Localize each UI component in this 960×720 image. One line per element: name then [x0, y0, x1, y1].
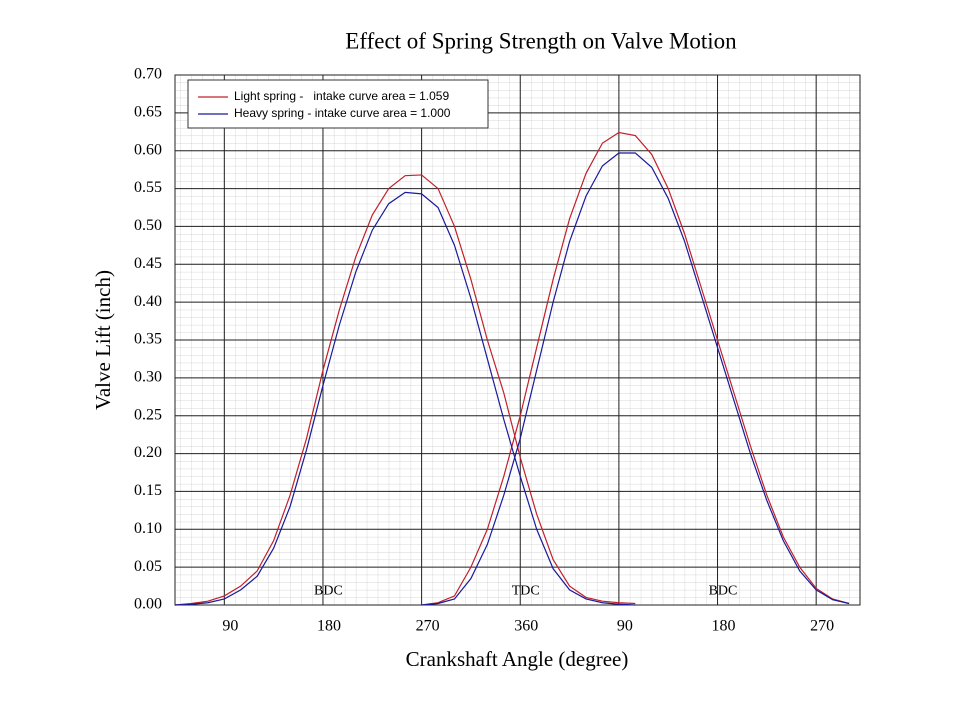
y-tick-label: 0.15 — [134, 482, 162, 499]
legend-box — [187, 79, 489, 129]
x-axis-label: Crankshaft Angle (degree) — [406, 647, 629, 671]
grid — [174, 74, 861, 606]
y-tick-label: 0.35 — [134, 331, 162, 348]
x-tick-label: 180 — [317, 618, 341, 635]
y-tick-label: 0.30 — [134, 369, 162, 386]
y-tick-label: 0.40 — [134, 293, 162, 310]
x-tick-label: 90 — [222, 618, 238, 635]
x-tick-label: 90 — [617, 618, 633, 635]
annotation: TDC — [512, 584, 540, 599]
series-line — [174, 191, 636, 606]
y-tick-label: 0.25 — [134, 406, 162, 423]
annotation: BDC — [314, 584, 343, 599]
y-axis-label: Valve Lift (inch) — [91, 270, 115, 410]
y-tick-label: 0.10 — [134, 520, 162, 537]
annotation: BDC — [709, 584, 738, 599]
y-tick-label: 0.55 — [134, 179, 162, 196]
y-tick-label: 0.65 — [134, 104, 162, 121]
series-line — [421, 152, 850, 606]
y-tick-label: 0.05 — [134, 558, 162, 575]
legend-label: Heavy spring - intake curve area = 1.000 — [234, 106, 451, 120]
y-tick-label: 0.70 — [134, 66, 162, 83]
x-tick-label: 270 — [416, 618, 440, 635]
x-tick-label: 180 — [712, 618, 736, 635]
chart-title: Effect of Spring Strength on Valve Motio… — [345, 28, 737, 53]
plot-frame — [174, 74, 861, 606]
legend: Light spring - intake curve area = 1.059… — [187, 79, 489, 129]
series-line — [421, 131, 850, 606]
y-tick-label: 0.60 — [134, 141, 162, 158]
y-tick-label: 0.45 — [134, 255, 162, 272]
series-line — [174, 174, 636, 606]
y-tick-label: 0.50 — [134, 217, 162, 234]
x-tick-label: 270 — [810, 618, 834, 635]
legend-label: Light spring - intake curve area = 1.059 — [234, 89, 449, 103]
labels: 0.00 0.05 0.10 0.15 0.20 0.25 0.30 0.35 0.40 0.45… — [134, 66, 834, 635]
x-tick-label: 360 — [514, 618, 538, 635]
y-tick-label: 0.00 — [134, 596, 162, 613]
lines — [174, 131, 850, 606]
y-tick-label: 0.20 — [134, 444, 162, 461]
